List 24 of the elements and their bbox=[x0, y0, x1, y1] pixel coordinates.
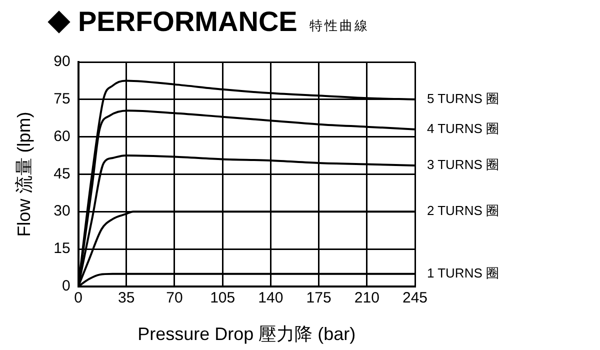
y-tick-label: 60 bbox=[54, 128, 70, 145]
series-label: 4 TURNS 圈 bbox=[427, 120, 499, 136]
x-tick-label: 105 bbox=[210, 290, 236, 307]
series-label: 5 TURNS 圈 bbox=[427, 90, 499, 106]
chart-subtitle: 特性曲線 bbox=[309, 17, 370, 35]
series-label: 1 TURNS 圈 bbox=[427, 266, 499, 281]
x-tick-label: 175 bbox=[306, 290, 332, 307]
x-tick-label: 35 bbox=[118, 290, 135, 307]
y-tick-label: 0 bbox=[62, 278, 70, 295]
y-tick-label: 15 bbox=[54, 240, 70, 258]
x-tick-label: 210 bbox=[354, 290, 380, 307]
series-label: 2 TURNS 圈 bbox=[427, 203, 499, 218]
x-tick-label: 245 bbox=[402, 290, 428, 307]
y-axis-title: Flow 流量 (lpm) bbox=[14, 112, 34, 237]
x-tick-label: 70 bbox=[166, 290, 183, 307]
x-tick-label: 0 bbox=[74, 290, 82, 307]
x-tick-label: 140 bbox=[258, 290, 284, 307]
y-tick-label: 75 bbox=[54, 90, 70, 108]
y-tick-label: 45 bbox=[54, 165, 70, 182]
y-tick-label: 90 bbox=[54, 53, 70, 70]
chart-title: PERFORMANCE bbox=[78, 6, 298, 38]
series-label: 3 TURNS 圈 bbox=[427, 157, 499, 172]
y-tick-label: 30 bbox=[54, 202, 70, 220]
x-axis-title: Pressure Drop 壓力降 (bar) bbox=[138, 324, 356, 344]
